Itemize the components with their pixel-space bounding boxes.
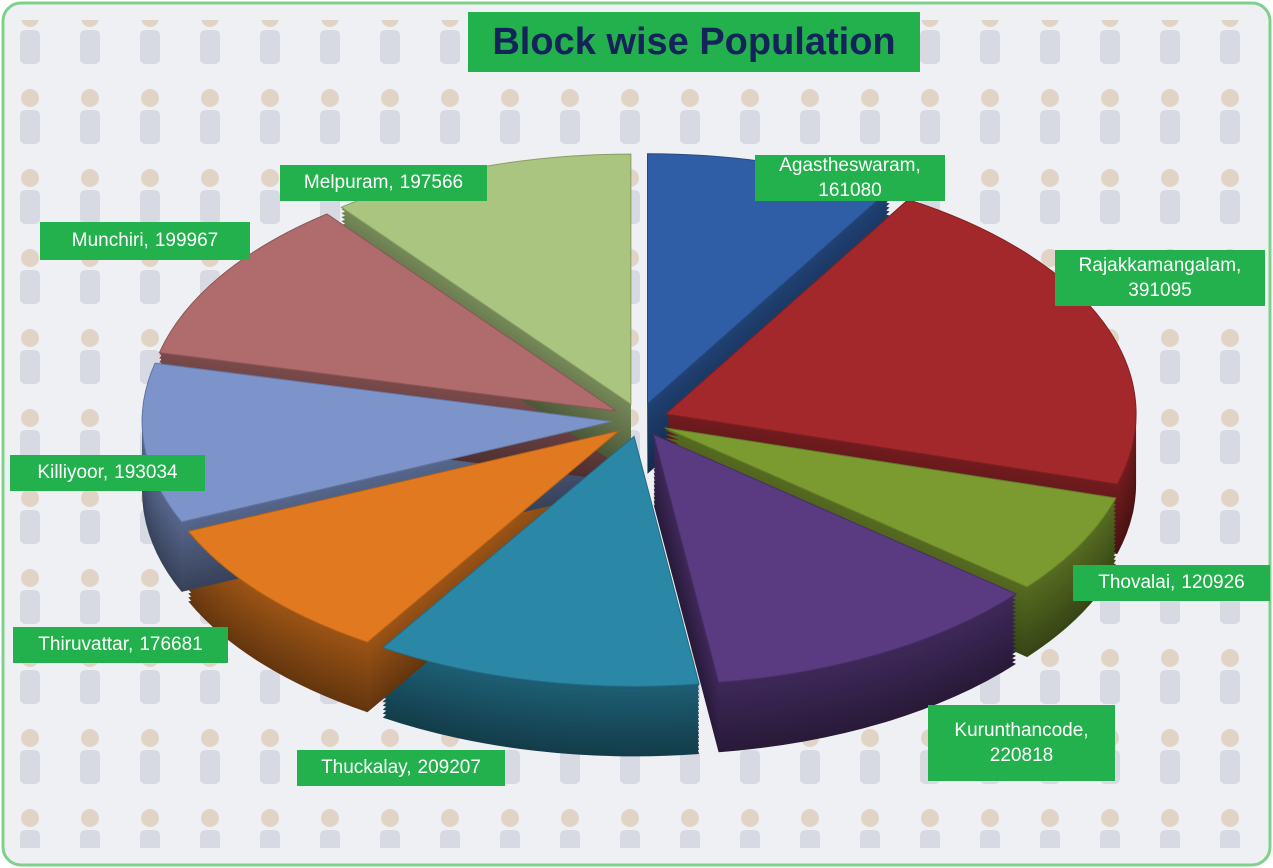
data-label: Thuckalay, 209207 [321,757,481,778]
pie [141,153,1137,757]
data-label-category: Agastheswaram, [779,155,921,176]
data-label-category: Munchiri, [72,230,149,251]
data-label-box [10,455,205,491]
data-label-value: 161080 [818,180,881,201]
data-label: Melpuram, 197566 [304,172,463,193]
data-label-box [755,155,945,201]
data-label-box [928,705,1115,781]
data-label-box [1055,250,1265,306]
data-label: Thovalai, 120926 [1098,572,1245,593]
slice [187,430,620,643]
slice [158,213,617,412]
data-labels: Agastheswaram, 161080 Rajakkamangalam, 3910… [10,155,1270,786]
chart-title: Block wise Population [492,21,895,63]
data-label-value: 220818 [990,745,1053,766]
data-label-value: 199967 [155,230,218,251]
data-label-box [40,222,250,260]
data-label-value: 176681 [139,634,202,655]
data-label-category: Thiruvattar, [38,634,133,655]
data-label-box [297,750,505,786]
title-box [468,12,920,72]
data-label-category: Thuckalay, [321,757,411,778]
slice [664,199,1137,485]
data-label: Agastheswaram, 161080 [779,155,921,201]
slice [381,435,700,687]
data-label-value: 391095 [1128,280,1191,301]
data-label: Killiyoor, 193034 [37,462,178,483]
data-label: Kurunthancode, 220818 [954,720,1088,766]
data-label-box [13,627,228,663]
data-label-box [1073,565,1270,601]
data-label-category: Kurunthancode, [954,720,1088,741]
data-label: Munchiri, 199967 [72,230,218,251]
data-label: Thiruvattar, 176681 [38,634,202,655]
slice [664,427,1117,588]
data-label-category: Thovalai, [1098,572,1175,593]
slice [652,433,1018,683]
data-label-value: 209207 [418,757,481,778]
slice [141,362,613,523]
data-label-value: 120926 [1181,572,1244,593]
data-label-category: Killiyoor, [37,462,108,483]
data-label-value: 193034 [114,462,178,483]
data-label-box [280,165,487,201]
data-label-category: Rajakkamangalam, [1079,255,1242,276]
data-label-category: Melpuram, [304,172,394,193]
data-label: Rajakkamangalam, 391095 [1079,255,1242,301]
data-label-value: 197566 [400,172,463,193]
